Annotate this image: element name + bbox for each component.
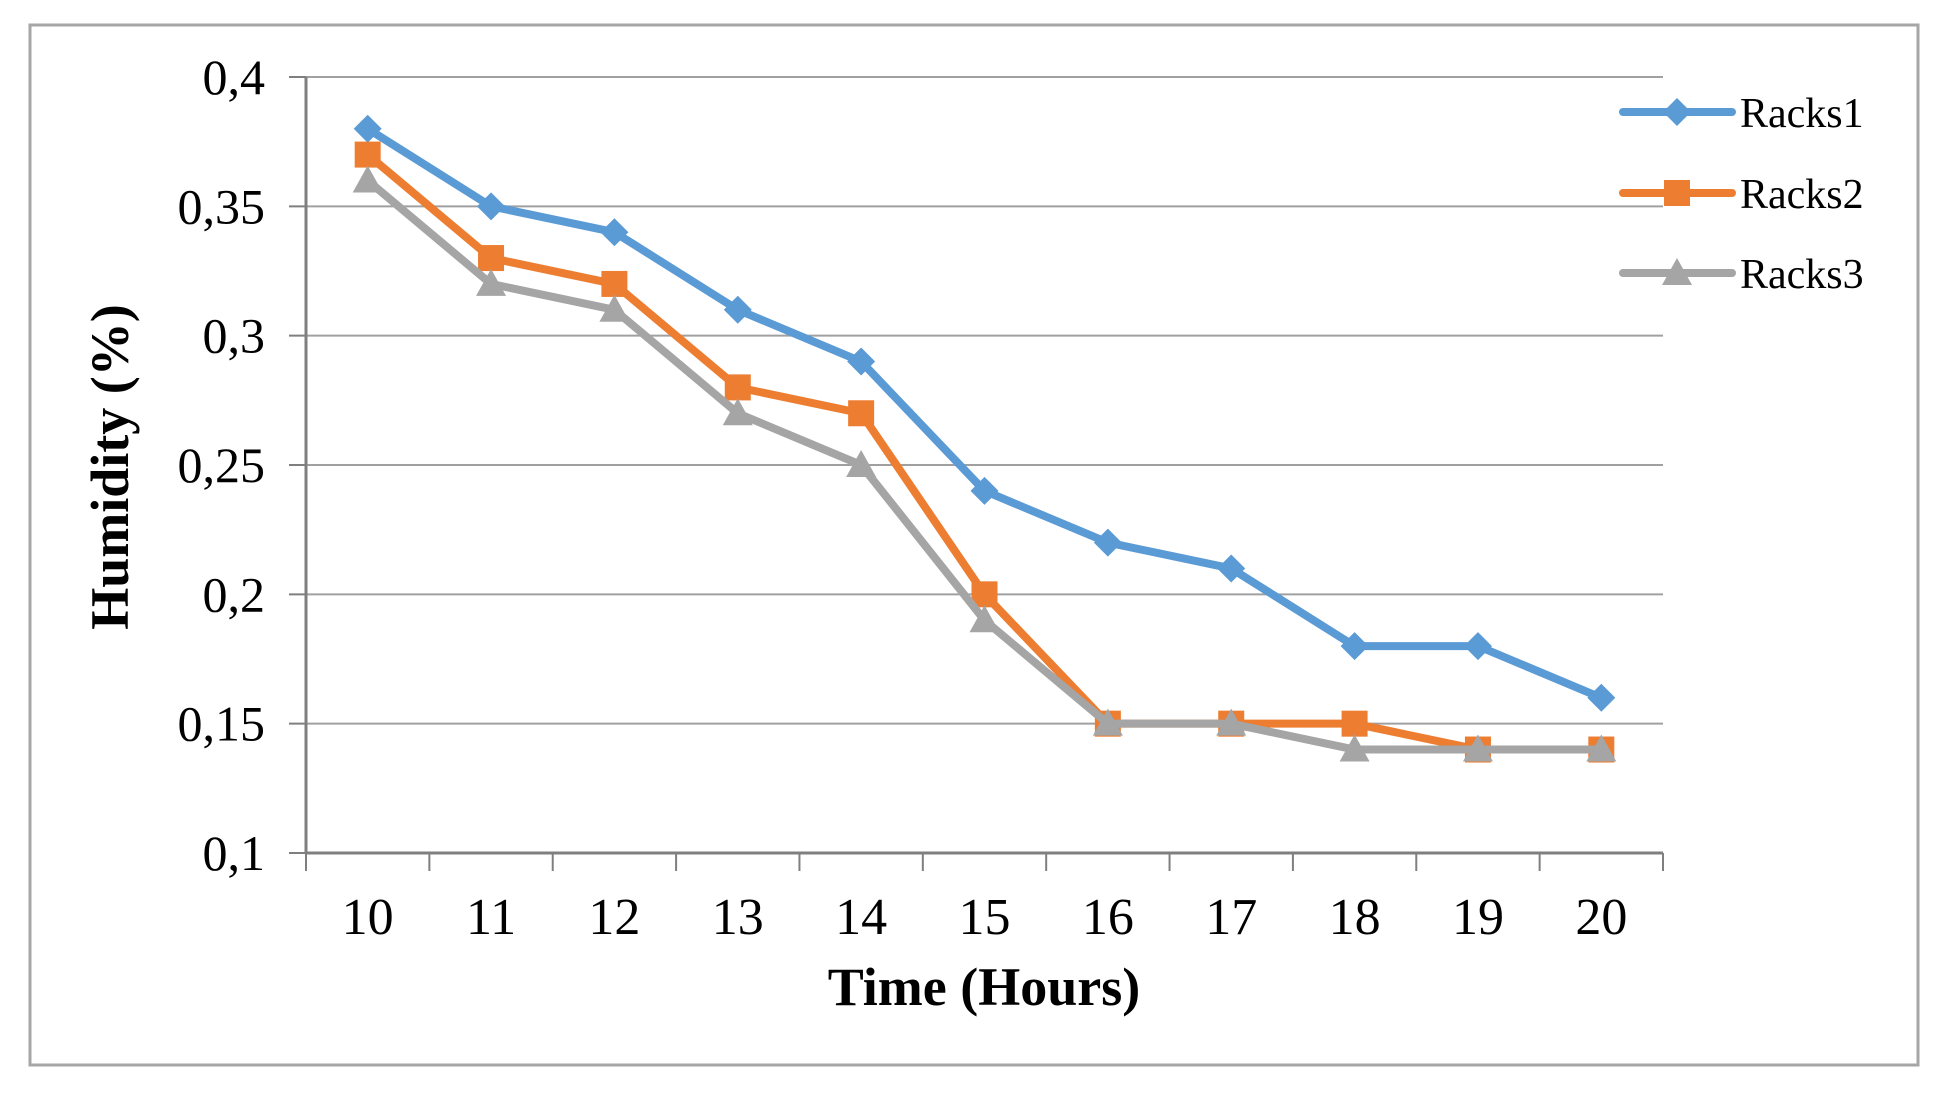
series-marker-racks2 [724, 374, 751, 401]
series-marker-racks1 [600, 218, 629, 247]
series-marker-racks1 [970, 476, 999, 505]
series-marker-racks1 [1463, 632, 1492, 661]
series-marker-racks1 [353, 114, 382, 143]
series-marker-racks2 [601, 270, 628, 297]
series-marker-racks2 [848, 400, 875, 427]
series-marker-racks1 [723, 295, 752, 324]
series-marker-racks2 [354, 141, 381, 168]
legend-label: Racks3 [1740, 252, 1864, 298]
x-tick-label: 19 [1452, 889, 1504, 946]
y-tick-label: 0,25 [178, 437, 266, 493]
gridlines [306, 76, 1663, 725]
x-tick-label: 13 [712, 889, 764, 946]
series-marker-racks3 [969, 605, 1000, 633]
series-marker-racks1 [1587, 683, 1616, 712]
x-tick-label: 12 [588, 889, 640, 946]
series-marker-racks3 [599, 294, 630, 322]
series-marker-racks1 [1340, 632, 1369, 661]
series-marker-racks3 [1586, 734, 1617, 762]
series-marker-racks3 [352, 165, 383, 193]
x-tick-label: 10 [342, 889, 394, 946]
legend-diamond-icon [1663, 98, 1691, 126]
series-marker-racks1 [847, 347, 876, 376]
series-marker-racks2 [478, 245, 505, 272]
series-plot-area [352, 114, 1617, 763]
series-marker-racks2 [1341, 710, 1368, 737]
y-tick-label: 0,3 [203, 308, 266, 364]
x-tick-label: 20 [1575, 889, 1627, 946]
legend-item-racks2: Racks2 [1619, 172, 1864, 218]
legend-item-racks1: Racks1 [1619, 91, 1864, 137]
legend-label: Racks1 [1740, 91, 1864, 137]
y-tick-label: 0,1 [203, 825, 266, 881]
series-marker-racks3 [1462, 734, 1493, 762]
y-axis-title: Humidity (%) [80, 304, 140, 630]
y-tick-label: 0,2 [203, 566, 266, 622]
x-tick-label: 18 [1329, 889, 1381, 946]
series-marker-racks3 [1216, 708, 1247, 736]
legend-item-racks3: Racks3 [1619, 252, 1864, 298]
x-tick-label: 17 [1205, 889, 1257, 946]
x-axis-title: Time (Hours) [828, 957, 1140, 1017]
y-tick-label: 0,35 [178, 178, 266, 234]
series-marker-racks3 [1092, 708, 1123, 736]
legend-label: Racks2 [1740, 172, 1864, 218]
y-tick-label: 0,4 [203, 49, 266, 105]
x-tick-label: 11 [466, 889, 516, 946]
series-marker-racks3 [476, 268, 507, 296]
series-marker-racks3 [722, 398, 753, 426]
axis-ticks [289, 76, 1664, 871]
y-tick-labels: 0,1 0,15 0,2 0,25 0,3 0,35 0,4 [178, 49, 266, 881]
x-tick-labels: 10 11 12 13 14 15 16 17 18 19 20 [342, 889, 1628, 946]
series-marker-racks1 [1217, 554, 1246, 583]
series-marker-racks3 [846, 450, 877, 477]
legend: Racks1 Racks2 Racks3 [1619, 91, 1864, 298]
series-marker-racks1 [1093, 528, 1122, 557]
x-tick-label: 14 [835, 889, 887, 946]
y-tick-label: 0,15 [178, 696, 266, 752]
chart-border [28, 23, 1920, 1067]
series-marker-racks3 [1339, 734, 1370, 762]
legend-triangle-icon [1662, 258, 1692, 285]
x-tick-label: 16 [1082, 889, 1134, 946]
legend-square-icon [1664, 180, 1690, 206]
x-tick-label: 15 [959, 889, 1011, 946]
series-marker-racks1 [477, 192, 506, 221]
